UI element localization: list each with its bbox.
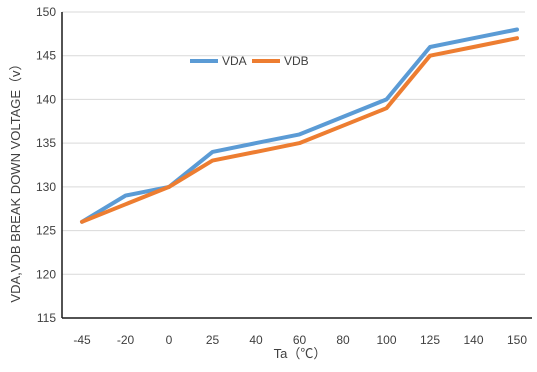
x-tick-label: 125	[420, 333, 440, 347]
y-tick-label: 115	[37, 311, 56, 325]
legend: VDA VDB	[190, 54, 309, 68]
y-tick-label: 120	[36, 267, 56, 281]
x-tick-label: -45	[73, 333, 91, 347]
y-tick-label: 145	[36, 49, 56, 63]
y-tick-label: 130	[36, 180, 56, 194]
x-tick-label: 60	[293, 333, 307, 347]
x-tick-label: 140	[463, 333, 483, 347]
x-tick-label: -20	[117, 333, 135, 347]
legend-label-vda: VDA	[222, 54, 247, 68]
x-axis-title: Ta（℃）	[274, 346, 327, 361]
y-tick-label: 140	[36, 92, 56, 106]
y-tick-label: 135	[36, 136, 56, 150]
series-line-vda	[80, 27, 519, 224]
x-tick-label: 40	[249, 333, 263, 347]
x-tick-label: 25	[206, 333, 220, 347]
series-lines	[80, 27, 519, 224]
axes: 115 120 125 130 135 140 145 150 -45 -20 0 25 40 60 80 1…	[36, 5, 532, 347]
legend-label-vdb: VDB	[284, 54, 309, 68]
y-axis-title: VDA,VDB BREAK DOWN VOLTAGE（v）	[8, 57, 23, 302]
x-tick-label: 80	[336, 333, 350, 347]
x-tick-label: 0	[166, 333, 173, 347]
gridlines	[62, 11, 525, 275]
series-line-vdb	[80, 36, 519, 224]
x-tick-label: 100	[376, 333, 396, 347]
y-tick-label: 150	[36, 5, 56, 19]
x-tick-label: 150	[507, 333, 527, 347]
y-tick-label: 125	[36, 224, 56, 238]
